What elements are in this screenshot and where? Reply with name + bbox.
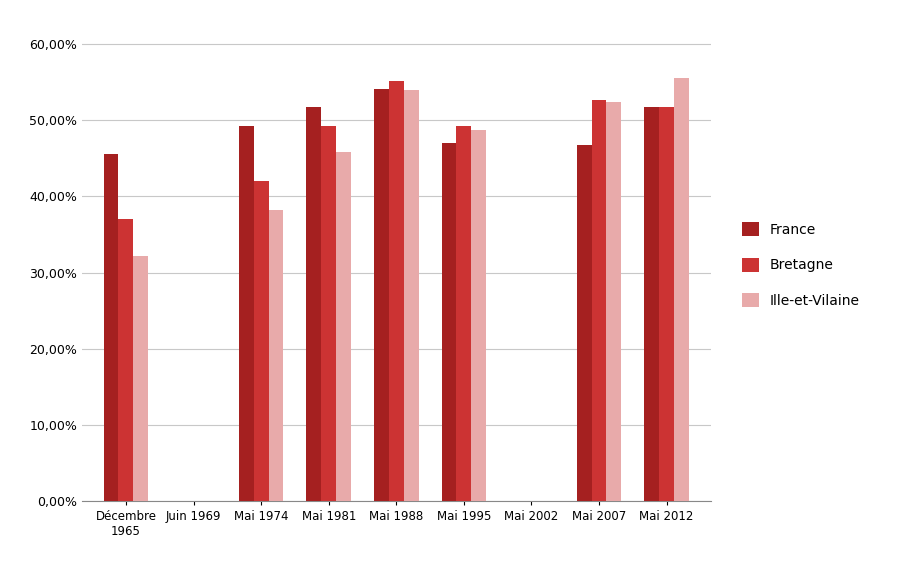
Bar [104,154,118,501]
Bar [404,90,418,501]
Bar [591,100,607,501]
Bar [577,145,591,501]
Bar [644,107,660,501]
Bar [389,81,404,501]
Bar [118,219,133,501]
Bar [374,89,389,501]
Bar [269,210,283,501]
Bar [239,126,253,501]
Bar [133,256,148,501]
Bar [674,78,689,501]
Bar [660,107,674,501]
Legend: France, Bretagne, Ille-et-Vilaine: France, Bretagne, Ille-et-Vilaine [736,217,865,313]
Bar [607,102,621,501]
Bar [471,130,486,501]
Bar [336,152,351,501]
Bar [253,181,269,501]
Bar [456,126,471,501]
Bar [442,143,456,501]
Bar [322,126,336,501]
Bar [306,107,322,501]
